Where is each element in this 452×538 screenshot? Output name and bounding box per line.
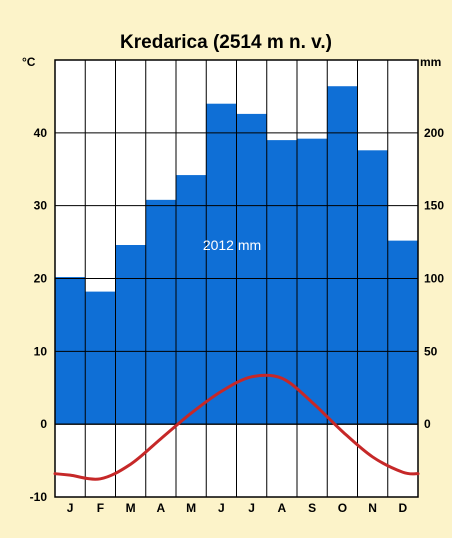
right-tick-label: 100 <box>424 272 444 286</box>
month-label: D <box>399 501 408 515</box>
month-label: M <box>186 501 196 515</box>
precipitation-bar <box>327 86 358 425</box>
plot-border <box>54 59 419 498</box>
precipitation-bar <box>55 277 86 425</box>
precipitation-bar <box>176 175 207 425</box>
annual-precipitation-annotation: 2012 mm <box>203 237 261 253</box>
left-tick-label: 10 <box>34 344 48 358</box>
left-tick-label: 0 <box>40 417 47 431</box>
precipitation-bar <box>85 291 116 425</box>
labels-layer: -10 0 10 20 30 40 0 50 100 150 200 J F M A M J J A S O N D <box>30 126 445 515</box>
precipitation-bar <box>357 150 388 425</box>
precipitation-bar <box>297 138 328 425</box>
left-tick-label: -10 <box>30 490 48 504</box>
left-tick-label: 30 <box>34 199 48 213</box>
month-label: F <box>97 501 104 515</box>
month-label: O <box>338 501 347 515</box>
precipitation-bar <box>266 140 297 425</box>
month-label: A <box>278 501 287 515</box>
left-tick-label: 20 <box>34 272 48 286</box>
temperature-layer <box>53 373 420 481</box>
month-label: J <box>67 501 74 515</box>
precipitation-bar <box>115 245 146 425</box>
grid-layer <box>54 59 419 498</box>
right-tick-label: 50 <box>424 344 438 358</box>
right-tick-label: 150 <box>424 199 444 213</box>
precipitation-bar <box>387 240 418 425</box>
month-label: N <box>368 501 377 515</box>
month-label: A <box>157 501 166 515</box>
precipitation-bar <box>236 113 267 425</box>
precipitation-bar <box>145 199 176 425</box>
left-tick-label: 40 <box>34 126 48 140</box>
right-tick-label: 0 <box>424 417 431 431</box>
month-label: J <box>218 501 225 515</box>
left-axis-unit: °C <box>22 55 36 69</box>
right-tick-label: 200 <box>424 126 444 140</box>
chart-title: Kredarica (2514 m n. v.) <box>120 32 332 53</box>
precipitation-bar <box>206 103 237 425</box>
month-label: S <box>308 501 316 515</box>
temperature-curve <box>53 373 420 481</box>
month-label: M <box>126 501 136 515</box>
right-axis-unit: mm <box>420 55 441 69</box>
month-label: J <box>248 501 255 515</box>
